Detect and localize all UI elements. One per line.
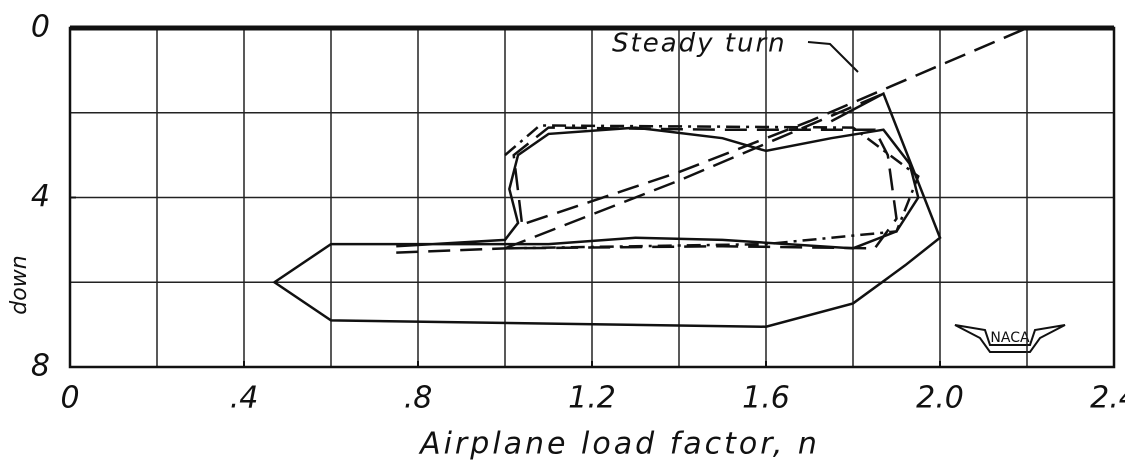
x-tick-label: 1.2	[568, 381, 616, 416]
logo-text: NACA	[990, 330, 1030, 346]
line	[504, 92, 884, 250]
line	[504, 124, 920, 250]
line	[526, 26, 1028, 225]
x-tick-label: .8	[404, 381, 433, 416]
line	[396, 126, 898, 254]
x-tick-label: 1.6	[742, 381, 790, 416]
annotation-leader	[807, 41, 859, 73]
naca-logo: NACA	[954, 324, 1066, 353]
x-axis-label: Airplane load factor, n	[418, 427, 820, 462]
y-tick-label: 8	[31, 349, 50, 384]
y-tick-label: 4	[31, 179, 50, 214]
x-tick-label: .4	[230, 381, 259, 416]
y-tick-label: 0	[31, 10, 50, 45]
x-tick-label: 0	[60, 381, 79, 416]
annotation: Steady turn	[612, 29, 787, 59]
x-tick-label: 2.4	[1090, 381, 1125, 416]
y-axis-label: down	[7, 255, 32, 314]
line	[272, 91, 942, 328]
x-tick-label: 2.0	[916, 381, 964, 416]
